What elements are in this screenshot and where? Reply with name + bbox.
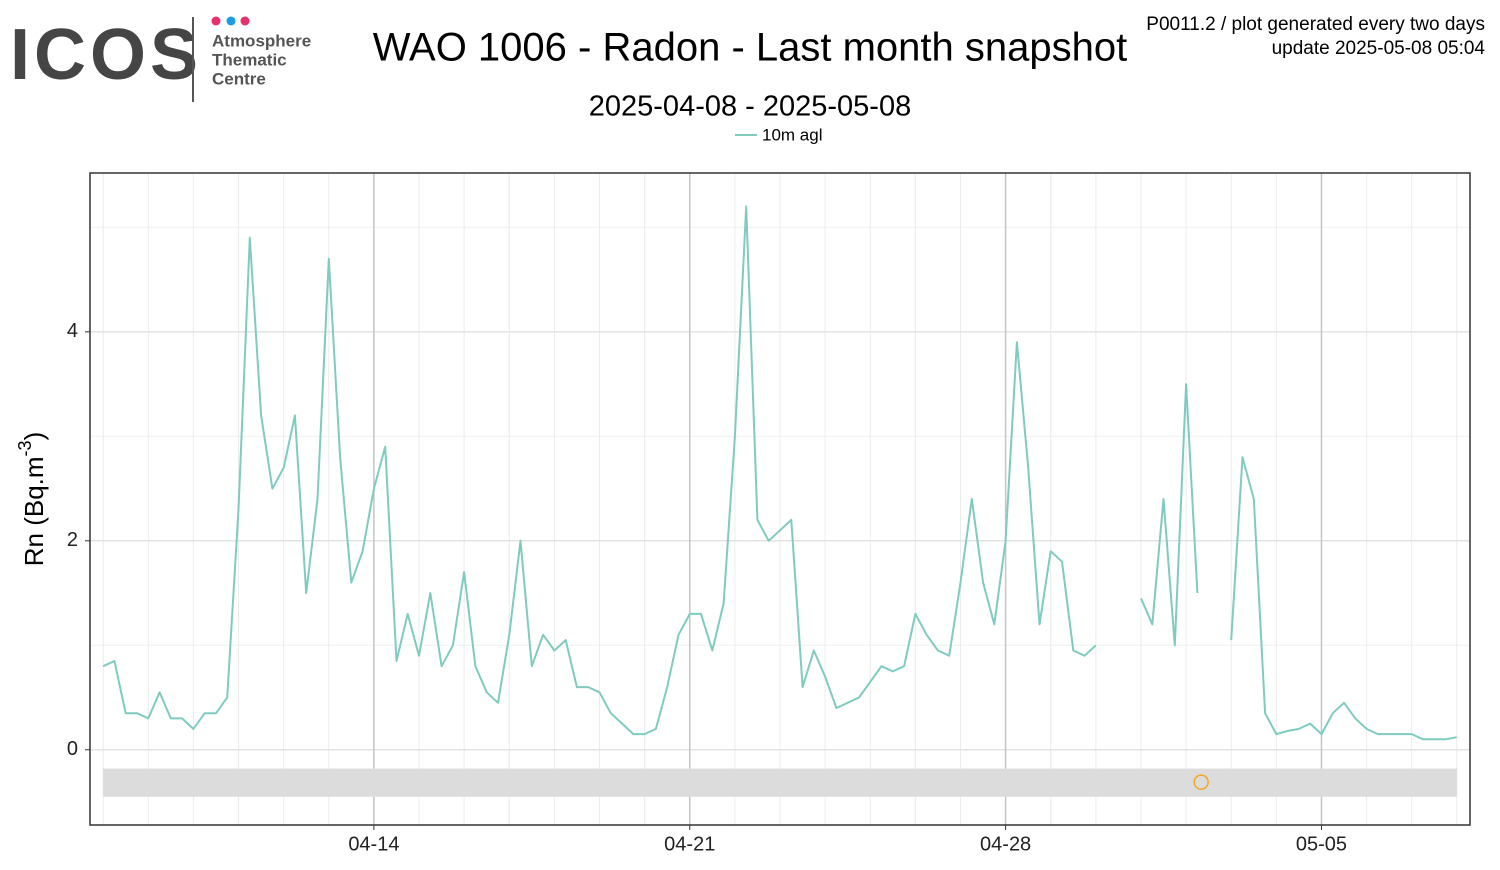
flag-point [1193,774,1209,790]
y-label-suffix: ) [19,432,49,441]
flag-band [103,768,1457,797]
plot-border [89,172,1471,826]
legend-label: 10m agl [762,125,822,144]
y-label-sup: -3 [15,440,35,456]
y-label-text: Rn (Bq.m [19,456,49,566]
logo-dot [211,16,221,26]
y-axis-label: Rn (Bq.m-3) [15,432,49,567]
logo-text: Atmosphere [212,31,311,50]
x-tick-label: 04-21 [664,833,715,855]
logo-text: Centre [212,69,266,88]
chart-title: WAO 1006 - Radon - Last month snapshot [373,26,1127,70]
header-info: update 2025-05-08 05:04 [1272,38,1486,59]
y-tick-label: 4 [67,320,78,342]
logo-dot [226,16,236,26]
chart-subtitle: 2025-04-08 - 2025-05-08 [589,91,911,123]
data-line [102,205,1457,741]
x-tick-label: 05-05 [1296,833,1347,855]
x-tick-label: 04-14 [348,833,399,855]
logo-text: Thematic [212,50,287,69]
header-info: P0011.2 / plot generated every two days [1146,14,1485,35]
logo-dot [240,16,250,26]
y-tick-label: 0 [67,738,78,760]
y-tick-label: 2 [67,529,78,551]
logo-name: ICOS [10,15,202,95]
x-tick-label: 04-28 [980,833,1031,855]
